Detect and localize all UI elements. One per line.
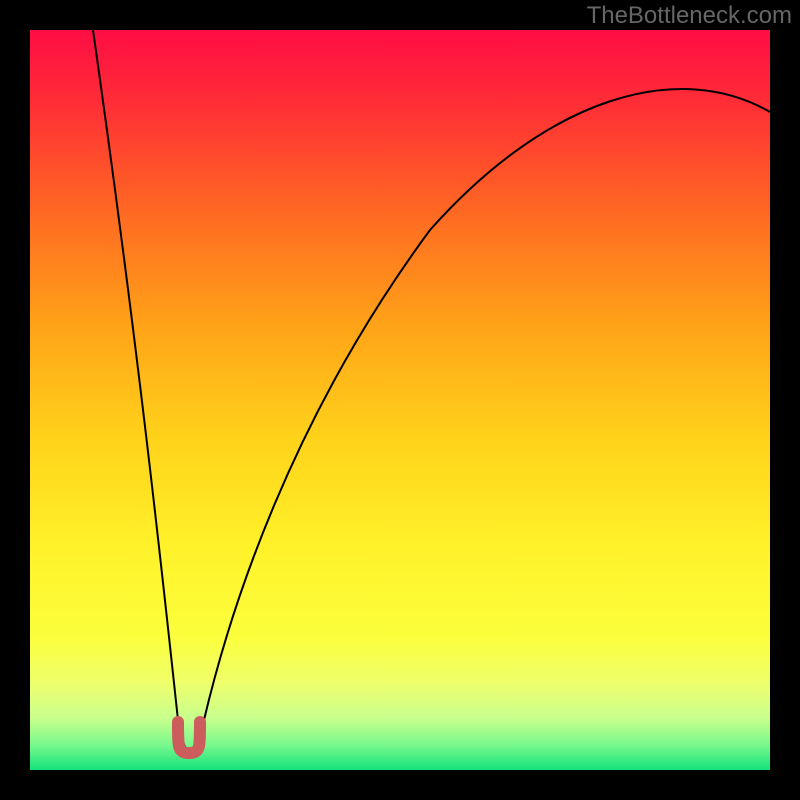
chart-canvas: TheBottleneck.com [0,0,800,800]
watermark-text: TheBottleneck.com [587,2,792,30]
plot-svg [0,0,800,800]
